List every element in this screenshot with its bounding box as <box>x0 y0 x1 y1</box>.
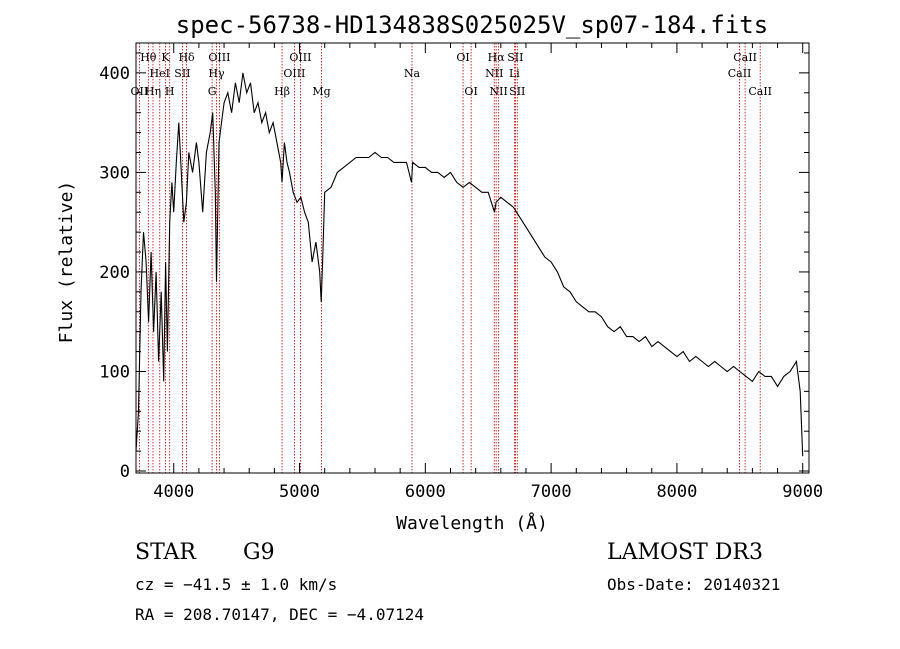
plot-frame <box>135 42 810 474</box>
line-marker-label: NII <box>490 85 508 98</box>
x-tick-label: 9000 <box>782 482 823 502</box>
line-marker-label: Li <box>509 67 520 80</box>
line-markers <box>138 43 761 473</box>
line-marker-label: HeI <box>150 67 170 80</box>
observation-date: Obs-Date: 20140321 <box>607 575 781 594</box>
y-tick-label: 200 <box>99 263 130 283</box>
line-marker-label: Hβ <box>274 85 290 98</box>
x-axis-label: Wavelength (Å) <box>396 512 548 534</box>
line-marker-label: OIII <box>208 51 230 64</box>
line-marker-label: CaII <box>728 67 752 80</box>
survey-name: LAMOST DR3 <box>607 540 763 565</box>
line-marker-label: SII <box>507 51 523 64</box>
coordinates: RA = 208.70147, DEC = −4.07124 <box>135 605 424 624</box>
line-marker-label: OIII <box>289 51 311 64</box>
line-marker-label: G <box>208 85 217 98</box>
line-marker-label: Hθ <box>140 51 157 64</box>
y-tick-label: 300 <box>99 163 130 183</box>
line-marker-label: H <box>165 85 175 98</box>
x-axis: 4000 5000 6000 7000 8000 9000 <box>153 43 823 502</box>
line-marker-label: CaII <box>748 85 772 98</box>
line-marker-label: Hα <box>488 51 506 64</box>
object-class: STAR <box>135 540 196 565</box>
line-marker-label: SII <box>509 85 525 98</box>
line-marker-label: Hη <box>145 85 161 98</box>
y-axis: 0 100 200 300 400 <box>99 52 809 482</box>
spectrum-line <box>135 72 804 457</box>
x-tick-label: 4000 <box>153 482 194 502</box>
line-marker-label: Hδ <box>178 51 195 64</box>
line-marker-label: Hγ <box>208 67 225 80</box>
line-marker-label: K <box>161 51 170 64</box>
x-tick-label: 7000 <box>531 482 572 502</box>
line-marker-label: Mg <box>312 85 330 98</box>
y-axis-label: Flux (relative) <box>56 181 77 344</box>
line-marker-label: OIII <box>283 67 305 80</box>
chart-title: spec-56738-HD134838S025025V_sp07-184.fit… <box>176 11 768 39</box>
line-marker-label: SII <box>174 67 190 80</box>
line-marker-label: OI <box>456 51 469 64</box>
redshift-velocity: cz = −41.5 ± 1.0 km/s <box>135 575 338 594</box>
line-marker-label: CaII <box>733 51 757 64</box>
line-marker-label: NII <box>485 67 503 80</box>
x-tick-label: 8000 <box>656 482 697 502</box>
y-tick-label: 400 <box>99 64 130 84</box>
x-tick-label: 6000 <box>405 482 446 502</box>
line-marker-label: OI <box>464 85 477 98</box>
y-tick-label: 100 <box>99 362 130 382</box>
x-tick-label: 5000 <box>279 482 320 502</box>
subclass: G9 <box>243 540 275 565</box>
y-tick-label: 0 <box>120 462 130 482</box>
line-marker-label: OII <box>131 85 149 98</box>
line-marker-label: Na <box>404 67 421 80</box>
